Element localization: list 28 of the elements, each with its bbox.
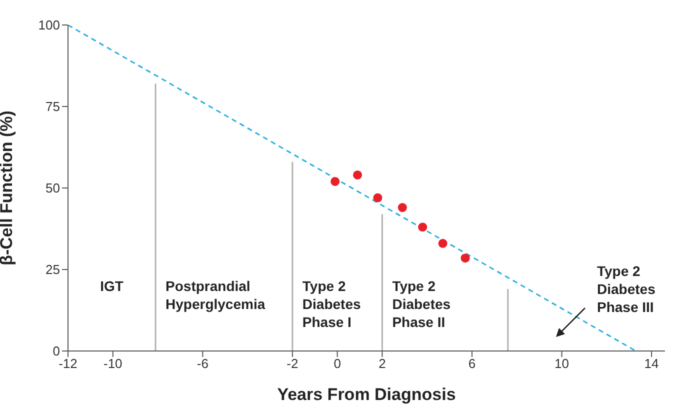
point: [418, 222, 428, 232]
y-tick-label: 50: [46, 180, 60, 196]
point: [460, 254, 470, 263]
annotation: Postprandial Hyperglycemia: [166, 278, 266, 312]
point: [373, 193, 382, 202]
y-tick-label: 25: [46, 262, 60, 278]
x-tick-label: 10: [554, 356, 569, 372]
x-tick-label: -2: [286, 356, 298, 372]
x-tick-label: -12: [58, 356, 78, 372]
y-tick-label: 0: [52, 344, 60, 359]
x-axis-title: Years From Diagnosis: [277, 385, 456, 404]
annotation: Type 2 Diabetes Phase II: [392, 278, 451, 330]
y-tick-label: 100: [38, 18, 60, 33]
x-tick-label: 0: [334, 356, 341, 372]
point: [353, 170, 362, 180]
x-tick-label: 14: [644, 356, 659, 372]
annotation: IGT: [100, 278, 124, 294]
x-tick-label: 2: [378, 356, 386, 372]
point: [398, 203, 407, 212]
x-tick-label: -10: [103, 356, 122, 372]
y-axis-title: β-Cell Function (%): [0, 110, 16, 266]
y-tick-label: 75: [46, 99, 60, 114]
annotation: Type 2 Diabetes Phase I: [302, 278, 362, 330]
point: [438, 238, 448, 248]
x-tick-label: 6: [468, 356, 476, 372]
x-tick-label: -6: [196, 356, 208, 372]
annotation: Type 2 Diabetes Phase III: [597, 263, 656, 315]
point: [330, 176, 340, 186]
